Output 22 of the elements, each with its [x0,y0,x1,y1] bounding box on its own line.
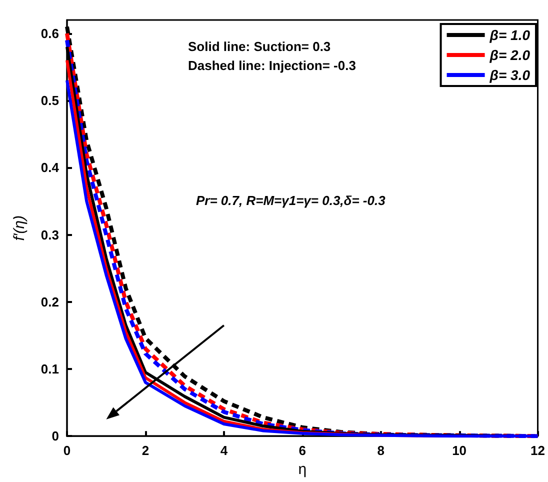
x-tick-label: 8 [377,443,384,458]
legend-label: β= 2.0 [488,47,530,63]
x-tick-label: 6 [298,443,306,458]
x-tick-label: 0 [63,443,71,458]
y-tick-label: 0.1 [40,361,59,376]
annotation: Solid line: Suction= 0.3 [188,39,331,54]
x-tick-label: 2 [142,443,150,458]
y-tick-label: 0 [52,428,59,444]
y-tick-label: 0.3 [40,227,59,242]
annotation: Pr= 0.7, R=M=γ1=γ= 0.3,δ= -0.3 [196,193,386,208]
legend-label: β= 3.0 [488,67,530,83]
x-tick-label: 12 [530,443,546,458]
y-tick-label: 0.4 [40,160,60,176]
x-tick-label: 4 [220,443,228,458]
y-tick-label: 0.2 [40,294,59,310]
y-tick-label: 0.6 [40,26,59,41]
annotation: Dashed line: Injection= -0.3 [188,58,356,73]
legend-label: β= 1.0 [488,27,530,43]
y-axis-title: f′(η) [11,215,28,241]
x-axis-title: η [298,461,307,478]
x-tick-label: 10 [452,443,467,458]
y-tick-label: 0.5 [40,93,59,108]
